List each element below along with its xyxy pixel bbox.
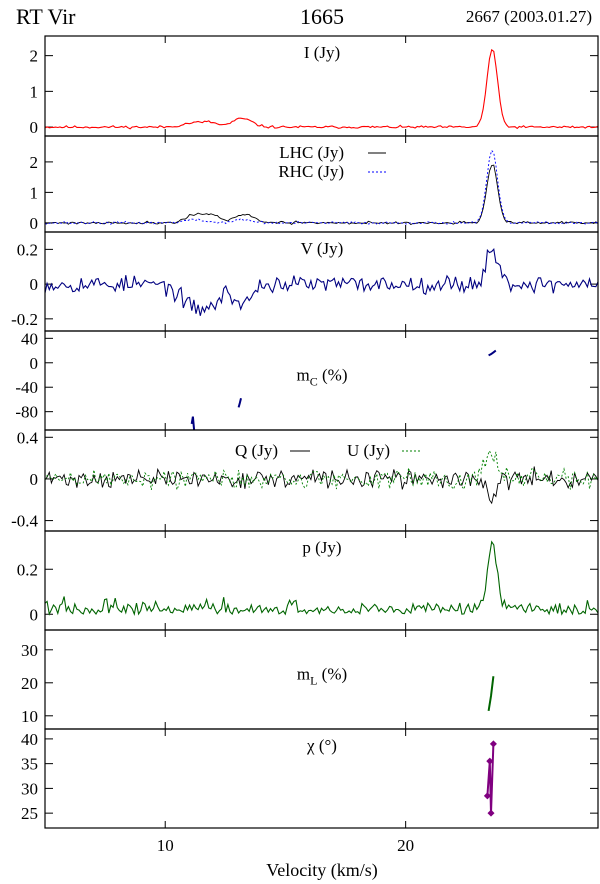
- y-tick-label: 0: [30, 354, 39, 373]
- series-V: [45, 247, 598, 316]
- y-tick-label: 25: [21, 804, 38, 823]
- segment-mC-1: [237, 397, 242, 408]
- data-point: [487, 809, 495, 817]
- y-tick-label: 35: [21, 755, 38, 774]
- series-U: [45, 449, 598, 492]
- y-tick-label: 0.2: [17, 240, 38, 259]
- star-name: RT Vir: [16, 4, 76, 29]
- y-tick-label: 30: [21, 779, 38, 798]
- segment-chi-0: [486, 743, 495, 814]
- legend-label: Q (Jy): [235, 441, 278, 460]
- panel-mL: 30 20 10 mL (%): [21, 629, 599, 730]
- y-tick-label: 0: [30, 275, 39, 294]
- y-tick-label: 0: [30, 118, 39, 137]
- legend-label: U (Jy): [347, 441, 390, 460]
- data-point: [483, 792, 491, 800]
- y-tick-label: 0: [30, 605, 39, 624]
- panel-mC: 40 0 -40 -80 mC (%): [15, 329, 599, 431]
- panel-label-mL: mL (%): [297, 665, 347, 688]
- y-tick-label: 0.4: [17, 428, 39, 447]
- y-tick-label: 10: [21, 707, 38, 726]
- y-tick-label: 1: [30, 183, 39, 202]
- y-tick-label: -80: [15, 403, 38, 422]
- segment-mC-0: [190, 416, 196, 430]
- x-axis-title: Velocity (km/s): [266, 860, 377, 881]
- y-tick-label: 2: [30, 153, 39, 172]
- series-RHC: [45, 149, 598, 225]
- x-tick-label: 10: [157, 836, 174, 855]
- panel-label-I: I (Jy): [304, 43, 340, 62]
- observation-epoch: 2667 (2003.01.27): [466, 7, 592, 26]
- y-tick-label: 0.2: [17, 560, 38, 579]
- series-I: [45, 48, 598, 130]
- panel-V: 0.2 0 -0.2 V (Jy): [11, 231, 599, 332]
- series-p: [45, 540, 598, 617]
- panel-I: 0 1 2 I (Jy): [30, 35, 599, 137]
- panel-p: 0.2 0 p (Jy): [17, 530, 599, 631]
- data-point: [486, 757, 494, 765]
- y-tick-label: -40: [15, 378, 38, 397]
- y-tick-label: 40: [21, 730, 38, 749]
- panel-LR: 0 1 2 LHC (Jy)RHC (Jy): [30, 135, 599, 233]
- panel-label-p: p (Jy): [302, 538, 341, 557]
- panel-frame: [44, 728, 599, 829]
- y-tick-label: 0: [30, 214, 39, 233]
- series-Q: [45, 466, 598, 505]
- line-frequency: 1665: [300, 4, 344, 29]
- panel-label-V: V (Jy): [301, 239, 344, 258]
- segment-mL-0: [487, 676, 495, 712]
- segment-mC-2: [488, 349, 497, 357]
- panel-label-chi: χ (°): [306, 736, 337, 755]
- y-tick-label: 2: [30, 47, 39, 66]
- data-point: [489, 740, 497, 748]
- y-tick-label: -0.2: [11, 310, 38, 329]
- y-tick-label: 20: [21, 674, 38, 693]
- panel-chi: 40 35 30 25 χ (°): [21, 728, 599, 829]
- panel-stack: 0 1 2 I (Jy) 0 1 2 LHC (Jy)RHC (Jy) 0.2 0 -0.2 V (J…: [11, 35, 599, 829]
- y-tick-label: 1: [30, 82, 39, 101]
- y-tick-label: 0: [30, 470, 39, 489]
- panel-QU: 0.4 0 -0.4 Q (Jy) U (Jy): [11, 428, 599, 532]
- y-tick-label: 30: [21, 641, 38, 660]
- y-tick-label: 40: [21, 329, 38, 348]
- legend-label: LHC (Jy): [279, 143, 344, 162]
- x-axis: 10 20: [157, 836, 414, 855]
- legend-label: RHC (Jy): [278, 162, 344, 181]
- panel-label-mC: mC (%): [297, 366, 348, 389]
- y-tick-label: -0.4: [11, 512, 38, 531]
- x-tick-label: 20: [397, 836, 414, 855]
